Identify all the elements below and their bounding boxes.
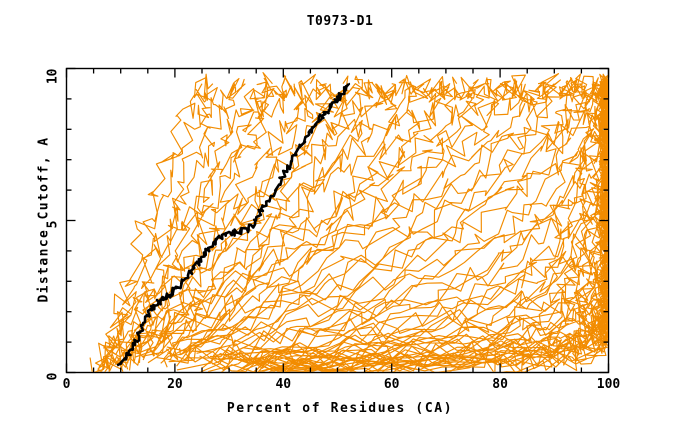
- prediction-curve: [160, 75, 595, 364]
- prediction-curve: [163, 77, 579, 368]
- y-tick-label: 0: [45, 372, 60, 380]
- prediction-curve: [166, 73, 588, 352]
- axis-ticks: [65, 67, 610, 374]
- prediction-curve: [199, 77, 608, 372]
- prediction-curve: [176, 78, 608, 371]
- x-tick-label: 20: [167, 377, 183, 392]
- prediction-curve: [187, 83, 608, 365]
- prediction-curve: [288, 100, 608, 372]
- x-axis-label: Percent of Residues (CA): [226, 401, 454, 416]
- prediction-curve: [117, 74, 296, 372]
- prediction-curve: [212, 88, 608, 369]
- x-tick-label: 60: [383, 377, 400, 392]
- prediction-curve: [135, 76, 479, 358]
- prediction-curve: [89, 76, 209, 372]
- x-tick-label: 0: [62, 377, 71, 392]
- prediction-curve: [269, 111, 608, 372]
- prediction-curve: [155, 74, 526, 361]
- prediction-curve: [165, 73, 562, 361]
- x-tick-label: 80: [492, 377, 508, 392]
- prediction-curve: [167, 79, 608, 361]
- page-title: T0973-D1: [306, 14, 374, 29]
- reference-curve: [116, 82, 351, 367]
- y-axis-label: Distance Cutoff, A: [36, 136, 52, 303]
- prediction-curve: [113, 73, 316, 363]
- prediction-curve: [308, 83, 608, 372]
- prediction-curve: [135, 75, 446, 357]
- prediction-curve: [96, 73, 218, 372]
- prediction-curve: [261, 99, 608, 372]
- prediction-curve: [184, 75, 608, 361]
- prediction-curve: [254, 83, 608, 372]
- prediction-curve: [95, 77, 240, 369]
- prediction-curve: [236, 88, 608, 372]
- prediction-curve: [104, 81, 267, 372]
- prediction-curve: [128, 78, 432, 362]
- x-tick-label: 100: [596, 377, 621, 392]
- prediction-curve: [123, 79, 381, 366]
- prediction-curve: [128, 79, 332, 371]
- prediction-curve: [152, 80, 511, 357]
- prediction-curve: [120, 75, 350, 370]
- prediction-curve: [245, 83, 608, 372]
- prediction-curve: [286, 162, 608, 372]
- prediction-curve: [284, 116, 608, 372]
- prediction-curve: [240, 83, 608, 372]
- prediction-curve: [108, 75, 287, 372]
- prediction-curve: [285, 87, 608, 372]
- curve-series-group: [89, 71, 608, 372]
- prediction-curve: [102, 78, 246, 371]
- prediction-curve: [169, 77, 604, 364]
- x-tick-label: 40: [275, 377, 292, 392]
- prediction-curve: [255, 110, 608, 372]
- prediction-curve: [209, 73, 608, 365]
- prediction-curve: [106, 71, 275, 370]
- prediction-curve: [142, 77, 492, 357]
- prediction-curve: [137, 83, 397, 363]
- y-tick-label: 10: [45, 68, 60, 84]
